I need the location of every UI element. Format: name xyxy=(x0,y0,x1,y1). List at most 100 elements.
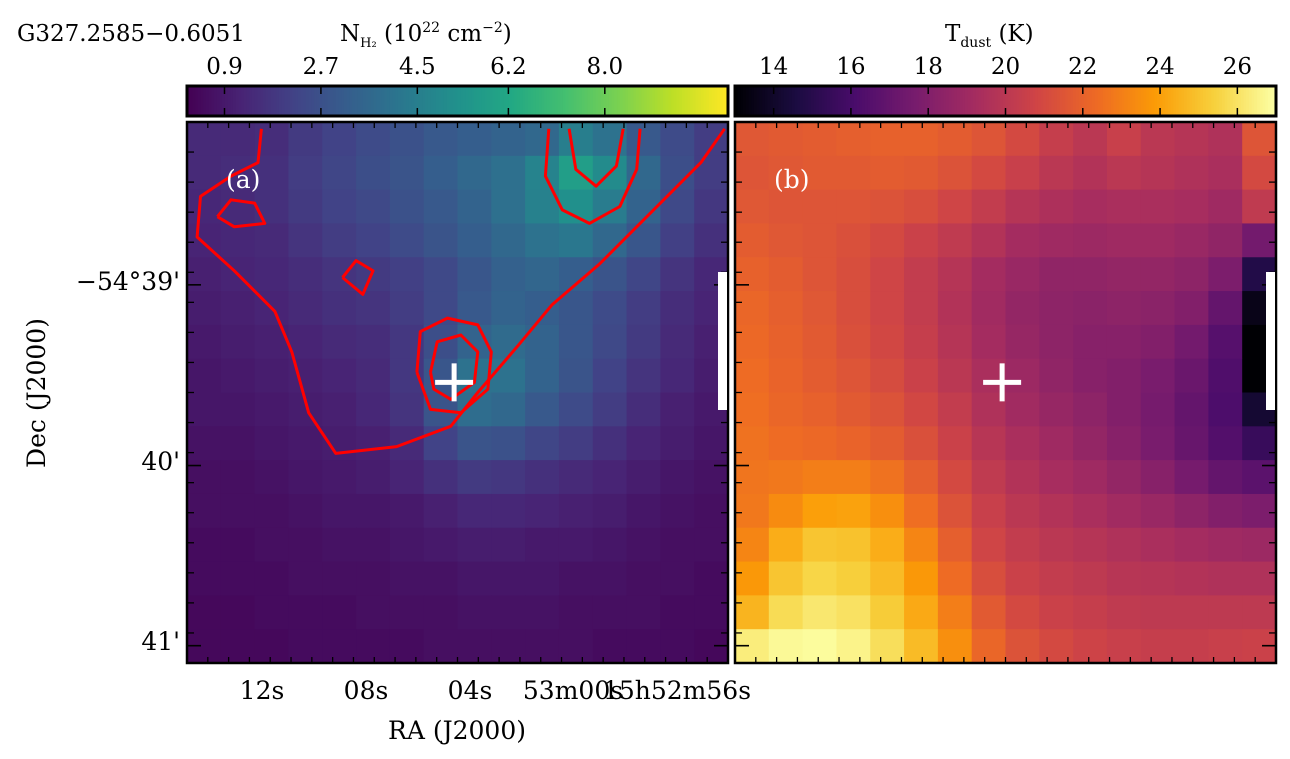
colorbar-swatch xyxy=(886,86,890,116)
colorbar-swatch xyxy=(406,86,410,116)
heatmap-cell xyxy=(356,392,391,427)
heatmap-cell xyxy=(389,493,425,529)
colorbar-swatch xyxy=(576,86,580,116)
colorbar-swatch xyxy=(1246,86,1250,116)
colorbar-swatch xyxy=(1257,86,1261,116)
colorbar-swatch xyxy=(740,86,744,116)
colorbar-swatch xyxy=(495,86,499,116)
colorbar-swatch xyxy=(737,86,742,116)
colorbar-swatch xyxy=(590,86,594,116)
colorbar-swatch xyxy=(848,86,852,116)
heatmap-cell xyxy=(187,122,222,157)
heatmap-cell xyxy=(1208,155,1243,191)
colorbar-swatch xyxy=(1073,86,1077,116)
heatmap-cell xyxy=(525,291,560,326)
colorbar-swatch xyxy=(511,86,515,116)
colorbar-swatch xyxy=(1175,86,1180,116)
heatmap-cell xyxy=(836,257,871,292)
colorbar-swatch xyxy=(414,86,418,116)
heatmap-cell xyxy=(1039,257,1074,292)
colorbar-swatch xyxy=(354,86,359,116)
colorbar-swatch xyxy=(562,86,567,116)
heatmap-cell xyxy=(220,561,256,596)
heatmap-cell xyxy=(525,426,560,461)
heatmap-cell xyxy=(904,358,939,393)
heatmap-cell xyxy=(322,155,357,191)
heatmap-cell xyxy=(288,155,323,191)
colorbar-swatch xyxy=(533,86,537,116)
heatmap-cell xyxy=(491,493,526,529)
heatmap-cell xyxy=(423,223,458,258)
heatmap-cell xyxy=(937,155,973,191)
colorbar-swatch xyxy=(200,86,204,116)
heatmap-cell xyxy=(457,561,492,596)
heatmap-cell xyxy=(1174,527,1209,563)
colorbar-swatch xyxy=(1043,86,1047,116)
colorbar-swatch xyxy=(1189,86,1193,116)
colorbar-swatch xyxy=(457,86,461,116)
colorbar-swatch xyxy=(870,86,874,116)
heatmap-cell xyxy=(1073,122,1108,157)
heatmap-cell xyxy=(1140,291,1176,326)
contour-line xyxy=(567,128,625,188)
colorbar-swatch xyxy=(251,86,256,116)
colorbar-swatch xyxy=(821,86,825,116)
heatmap-cell xyxy=(356,527,391,563)
colorbar-swatch xyxy=(676,86,680,116)
colorbar-swatch xyxy=(794,86,798,116)
colorbar-swatch xyxy=(1265,86,1269,116)
colorbar-swatch xyxy=(1078,86,1082,116)
colorbar-swatch xyxy=(1170,86,1174,116)
colorbar-swatch xyxy=(525,86,529,116)
heatmap-cell xyxy=(1073,595,1108,630)
colorbar-swatch xyxy=(625,86,629,116)
colorbar-swatch xyxy=(682,86,686,116)
x-axis-title: RA (J2000) xyxy=(388,716,526,745)
heatmap-cell xyxy=(870,629,905,663)
colorbar-swatch xyxy=(1121,86,1126,116)
colorbar-swatch xyxy=(592,86,597,116)
colorbar-swatch xyxy=(810,86,815,116)
heatmap-cell xyxy=(735,257,770,292)
colorbar-swatch xyxy=(560,86,564,116)
colorbar-swatch xyxy=(438,86,442,116)
heatmap-cell xyxy=(525,629,560,663)
heatmap-cell xyxy=(288,223,323,258)
colorbar-tick-label: 8.0 xyxy=(587,54,624,80)
heatmap-cell xyxy=(254,527,289,563)
heatmap-cell xyxy=(904,257,939,292)
heatmap-cell xyxy=(694,155,728,191)
panel-a-column-density xyxy=(185,120,730,665)
colorbar-swatch xyxy=(211,86,215,116)
colorbar-swatch xyxy=(343,86,348,116)
heatmap-cell xyxy=(870,392,905,427)
colorbar-swatch xyxy=(772,86,777,116)
colorbar-swatch xyxy=(695,86,699,116)
heatmap-cell xyxy=(220,460,256,495)
colorbar-swatch xyxy=(262,86,267,116)
colorbar-swatch xyxy=(324,86,329,116)
colorbar-swatch xyxy=(1097,86,1101,116)
colorbar-swatch xyxy=(500,86,505,116)
colorbar-swatch xyxy=(1178,86,1182,116)
heatmap-cell xyxy=(660,291,695,326)
colorbar-swatch xyxy=(1200,86,1204,116)
colorbar-swatch xyxy=(473,86,478,116)
colorbar-swatch xyxy=(759,86,763,116)
colorbar-swatch xyxy=(270,86,275,116)
heatmap-cell xyxy=(592,324,628,360)
heatmap-cell xyxy=(626,426,661,461)
colorbar-swatch xyxy=(665,86,670,116)
heatmap-cell xyxy=(626,155,661,191)
colorbar-swatch xyxy=(397,86,402,116)
heatmap-cell xyxy=(904,291,939,326)
colorbar-swatch xyxy=(735,86,739,116)
colorbar-swatch xyxy=(743,86,747,116)
heatmap-cell xyxy=(626,629,661,663)
colorbar-swatch xyxy=(427,86,432,116)
colorbar-swatch xyxy=(395,86,399,116)
colorbar-swatch xyxy=(392,86,396,116)
colorbar-swatch xyxy=(981,86,985,116)
colorbar-swatch xyxy=(435,86,440,116)
heatmap-cell xyxy=(735,493,770,529)
